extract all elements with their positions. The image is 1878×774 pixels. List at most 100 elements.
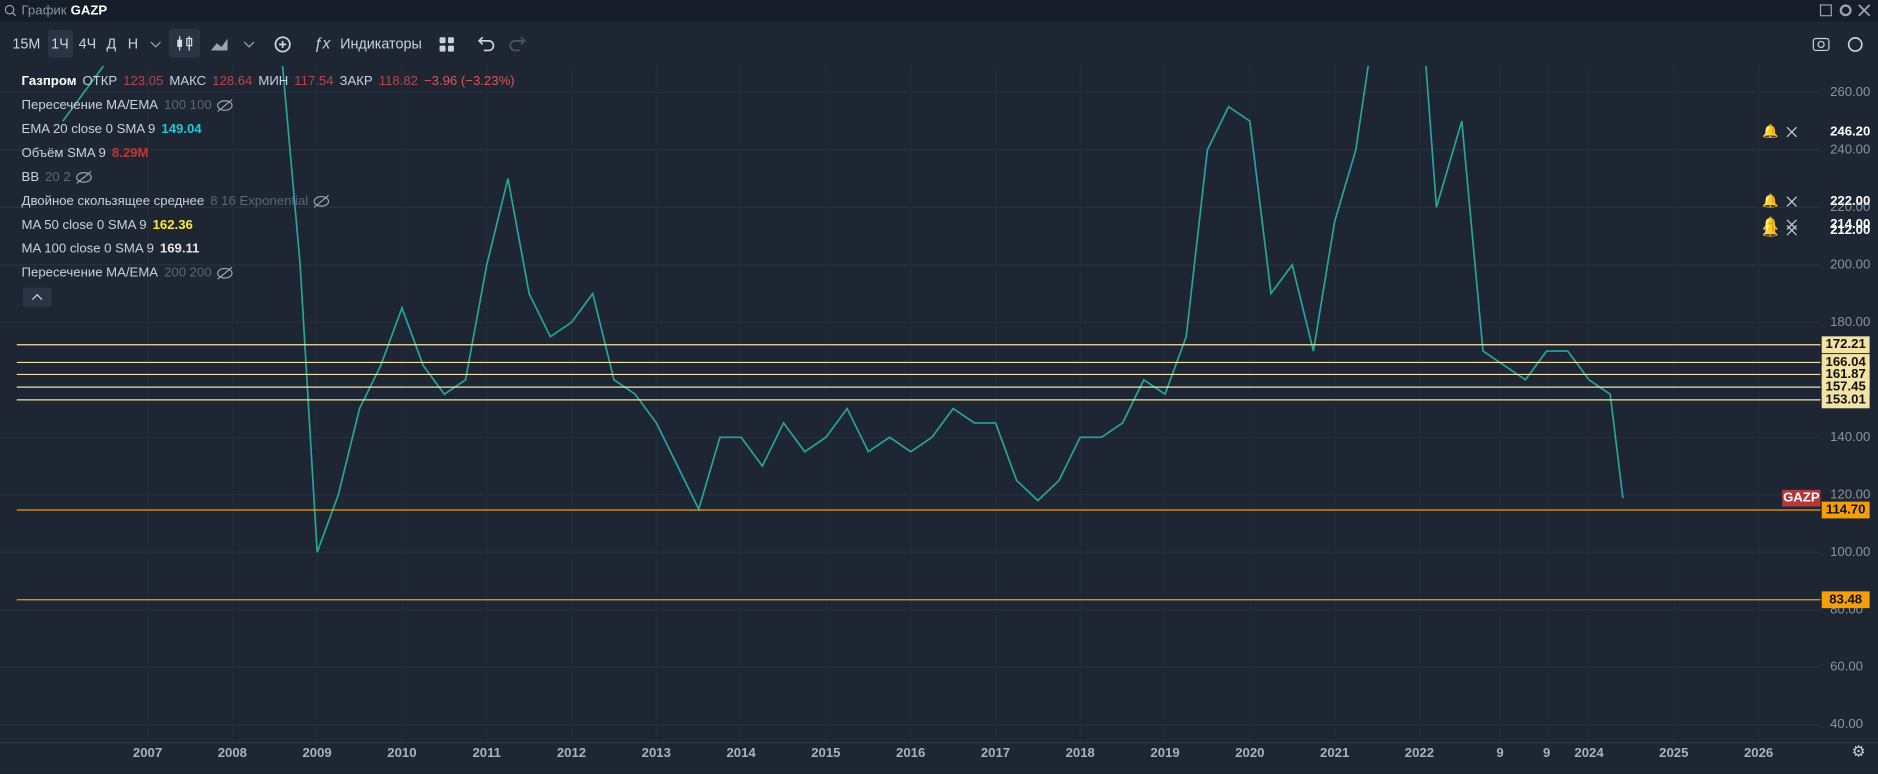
interval-button[interactable]: 15М: [12, 36, 40, 52]
y-tick-label: 60.00: [1830, 659, 1863, 674]
study-value: 8 16 Exponential: [210, 193, 308, 208]
title-bar: [0, 0, 1878, 22]
quote-change: −3.96 (−3.23%): [424, 73, 515, 88]
chart-type-menu[interactable]: [243, 41, 255, 48]
level-label: 161.87: [1826, 366, 1866, 381]
study-value: 200 200: [164, 265, 212, 280]
study-name: Пересечение MA/EMA: [22, 265, 159, 280]
visibility-toggle[interactable]: [313, 195, 330, 207]
settings-button[interactable]: [1839, 4, 1852, 17]
visibility-strike: [313, 194, 329, 208]
alert-label: 214.00: [1830, 216, 1870, 231]
layout-icon: [447, 37, 454, 44]
add-button[interactable]: [274, 36, 291, 53]
level-label: 153.01: [1826, 391, 1866, 406]
x-tick-label: 2018: [1066, 745, 1095, 760]
level-label-bg: [1821, 366, 1870, 383]
search-icon[interactable]: [4, 4, 15, 15]
visibility-strike: [217, 99, 233, 112]
interval-button[interactable]: Д: [107, 36, 117, 52]
candle-icon-body: [177, 39, 183, 47]
restore-button[interactable]: [1819, 4, 1832, 17]
level-label: 114.70: [1826, 502, 1866, 517]
x-tick-label: 2024: [1574, 745, 1604, 760]
quote-label: МИН: [258, 73, 288, 88]
x-tick-label: 2009: [302, 745, 331, 760]
legend: Газпром ОТКР 123.05 МАКС 128.64 МИН 117.54 ЗАКР…: [22, 73, 515, 280]
search-icon-handle: [12, 12, 16, 17]
redo-button[interactable]: [509, 36, 526, 52]
interval-button[interactable]: Н: [128, 36, 138, 52]
level-label-bg: [1821, 378, 1870, 396]
interval-button[interactable]: 4Ч: [79, 36, 97, 52]
study-name: Двойное скользящее среднее: [22, 193, 205, 208]
chart-type-button[interactable]: [168, 28, 201, 58]
visibility-toggle[interactable]: [217, 100, 233, 111]
alert-bell[interactable]: 🔔: [1762, 193, 1778, 208]
quote-value: 128.64: [212, 73, 252, 88]
study-name: BB: [22, 169, 40, 184]
interval-menu[interactable]: [150, 41, 161, 48]
y-tick-label: 240.00: [1830, 141, 1870, 156]
x-tick-label: 2016: [896, 745, 925, 760]
alert-label: 222.00: [1830, 193, 1870, 208]
x-tick-label: 2017: [981, 745, 1010, 760]
interval-active-bg: [47, 30, 74, 58]
visibility-toggle[interactable]: [76, 172, 92, 183]
level-label-bg: [1821, 391, 1870, 409]
axis-settings-button[interactable]: ⚙: [1852, 743, 1866, 760]
level-label: 157.45: [1826, 379, 1866, 394]
study-value: 169.11: [160, 241, 200, 256]
undo-button[interactable]: [477, 36, 495, 52]
alert-bell[interactable]: 🔔: [1762, 216, 1778, 231]
study-name: Объём SMA 9: [22, 145, 106, 160]
interval-button[interactable]: 1Ч: [51, 36, 69, 52]
study-name: MA 100 close 0 SMA 9: [22, 241, 154, 256]
area-icon[interactable]: [210, 38, 228, 51]
y-tick-label: 100.00: [1830, 544, 1870, 559]
alert-close[interactable]: [1786, 225, 1797, 236]
x-tick-label: 2007: [133, 745, 162, 760]
quote-label: ОТКР: [82, 73, 117, 88]
close-button[interactable]: [1858, 4, 1871, 17]
fx-icon[interactable]: ƒx: [314, 36, 332, 53]
toolbar: ƒx 15М 1Ч 4Ч Д Н Индикаторы: [12, 28, 1863, 58]
visibility-toggle[interactable]: [217, 267, 233, 279]
layout-icon: [447, 45, 454, 52]
alert-close[interactable]: [1786, 196, 1797, 207]
x-tick-label: 9: [1496, 745, 1503, 760]
camera-lens: [1817, 40, 1825, 49]
alert-bell[interactable]: 🔔: [1762, 124, 1778, 139]
quote-value: 117.54: [294, 73, 333, 88]
level-label-bg: [1821, 591, 1870, 609]
layout-button[interactable]: [439, 37, 454, 52]
quote-label: ЗАКР: [340, 73, 373, 88]
alert-label: 212.00: [1830, 222, 1870, 237]
y-tick-label: 200.00: [1830, 256, 1870, 271]
level-label-bg: [1821, 336, 1870, 354]
alert-bell[interactable]: 🔔: [1762, 222, 1778, 237]
quote-value: 123.05: [123, 73, 163, 88]
x-tick-label: 9: [1543, 745, 1550, 760]
x-tick-label: 2026: [1744, 745, 1773, 760]
indicators-button[interactable]: Индикаторы: [340, 36, 422, 52]
level-label: 166.04: [1826, 354, 1867, 369]
y-tick-label: 40.00: [1830, 716, 1863, 731]
screenshot-button[interactable]: [1812, 37, 1830, 52]
level-label-bg: [1821, 501, 1870, 519]
symbol-tag: GAZP: [1783, 490, 1820, 505]
x-tick-label: 2021: [1320, 745, 1349, 760]
study-value: 100 100: [164, 97, 212, 112]
x-tick-label: 2020: [1235, 745, 1264, 760]
collapse-legend-button[interactable]: [22, 287, 52, 307]
study-name: Пересечение MA/EMA: [22, 97, 159, 112]
chart-settings-button[interactable]: [1847, 37, 1863, 52]
y-tick-label: 260.00: [1830, 84, 1870, 99]
quote-value: 118.82: [379, 73, 418, 88]
study-name: EMA 20 close 0 SMA 9: [22, 121, 156, 136]
x-tick-label: 2013: [642, 745, 671, 760]
alert-close[interactable]: [1786, 126, 1797, 138]
level-label: 172.21: [1826, 336, 1866, 351]
symbol-name: Газпром: [22, 73, 77, 88]
visibility-strike: [76, 170, 92, 184]
